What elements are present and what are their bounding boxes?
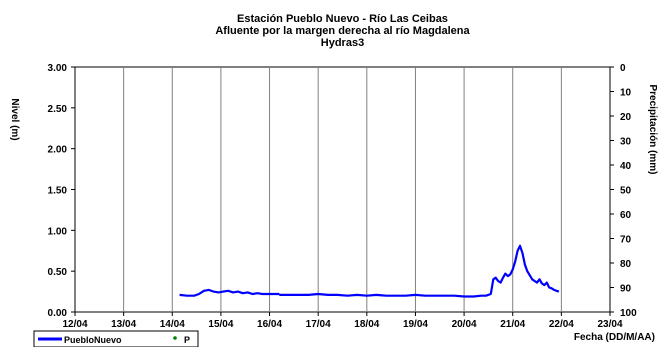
x-axis-label: Fecha (DD/M/AA) [574,332,655,343]
grid-lines [123,67,562,312]
y-right-tick-label: 30 [620,137,632,148]
y-right-tick-label: 50 [620,186,632,197]
x-tick-label: 21/04 [500,319,525,330]
legend-label-p: P [184,335,190,345]
chart-title-line-1: Estación Pueblo Nuevo - Río Las Ceibas [237,13,448,25]
y-axis-left-label: Nivel (m) [9,98,20,140]
series-line-pueblonuevo [179,244,560,298]
x-tick-label: 13/04 [111,319,136,330]
y-right-tick-label: 40 [620,161,632,172]
legend-swatch-p [173,336,177,340]
x-tick-label: 15/04 [208,319,233,330]
legend: PuebloNuevo P [33,330,199,348]
y-right-tick-label: 0 [620,63,626,74]
y-right-tick-label: 100 [620,308,637,319]
y-left-tick-label: 1.00 [48,226,68,237]
x-tick-label: 22/04 [549,319,574,330]
y-left-tick-label: 0.50 [48,267,68,278]
x-tick-label: 20/04 [452,319,477,330]
y-left-tick-label: 0.00 [48,308,68,319]
y-right-tick-label: 60 [620,210,632,221]
chart-title-line-3: Hydras3 [321,37,364,49]
x-tick-label: 14/04 [160,319,185,330]
legend-label-pueblonuevo: PuebloNuevo [64,335,122,345]
y-axis-left: 0.00 0.50 1.00 1.50 2.00 2.50 3.00 [48,63,75,319]
y-left-tick-label: 2.00 [48,145,68,156]
y-right-tick-label: 70 [620,235,632,246]
axis-labels: Nivel (m) Precipitación (mm) Fecha (DD/M/A… [9,84,658,343]
chart-title: Estación Pueblo Nuevo - Río Las CeibasAf… [215,13,470,49]
y-right-tick-label: 90 [620,284,632,295]
x-tick-label: 18/04 [354,319,379,330]
y-axis-right-label: Precipitación (mm) [647,84,658,174]
y-left-tick-label: 2.50 [48,104,68,115]
y-right-tick-label: 10 [620,88,632,99]
y-right-tick-label: 20 [620,112,632,123]
chart-title-line-2: Afluente por la margen derecha al río Ma… [215,25,470,37]
y-axis-right: 0 10 20 30 40 50 60 70 80 90 100 [610,63,637,319]
y-left-tick-label: 1.50 [48,186,68,197]
x-tick-label: 19/04 [403,319,428,330]
x-tick-label: 12/04 [62,319,87,330]
x-axis: 12/04 13/04 14/04 15/04 16/04 17/04 18/04 19/04… [62,312,623,330]
x-tick-label: 23/04 [597,319,622,330]
y-right-tick-label: 80 [620,259,632,270]
x-tick-label: 17/04 [306,319,331,330]
series-group [179,244,560,298]
x-tick-label: 16/04 [257,319,282,330]
y-left-tick-label: 3.00 [48,63,68,74]
